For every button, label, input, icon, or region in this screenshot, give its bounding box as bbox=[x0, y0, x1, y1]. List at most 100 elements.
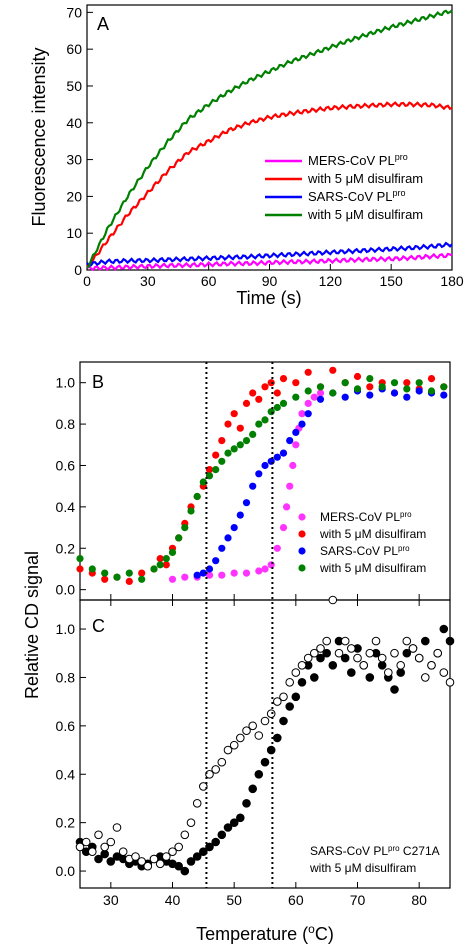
c-point-1-22 bbox=[211, 765, 220, 774]
b-point-2-10 bbox=[255, 470, 263, 478]
c-point-1-19 bbox=[192, 799, 202, 808]
b-point-0-1 bbox=[181, 573, 189, 581]
a-xtick-label-3: 90 bbox=[262, 273, 278, 289]
b-point-3-30 bbox=[316, 383, 325, 391]
c-point-0-39 bbox=[316, 653, 325, 663]
a-ytick-label-5: 50 bbox=[66, 78, 82, 94]
b-point-0-3 bbox=[205, 571, 214, 579]
b-point-2-0 bbox=[193, 571, 201, 579]
b-point-3-21 bbox=[242, 437, 251, 445]
a-ytick-label-0: 0 bbox=[74, 262, 82, 278]
b-point-3-22 bbox=[249, 430, 257, 438]
b-point-1-28 bbox=[292, 379, 300, 387]
b-point-1-8 bbox=[162, 561, 170, 569]
b-point-3-13 bbox=[193, 492, 201, 501]
c-point-1-10 bbox=[137, 857, 146, 866]
b-point-3-20 bbox=[236, 441, 244, 449]
c-point-0-53 bbox=[402, 648, 412, 658]
panel-c: C 30 40 50 60 70 80 0.0 0.2 0.4 0.6 0.8 1.0 SARS-Co… bbox=[56, 595, 455, 944]
b-point-0-14 bbox=[289, 461, 297, 470]
c-point-0-38 bbox=[310, 673, 319, 682]
b-point-1-31 bbox=[329, 366, 337, 374]
a-ytick-label-3: 30 bbox=[66, 152, 82, 168]
c-point-1-28 bbox=[248, 721, 257, 731]
c-point-0-25 bbox=[229, 818, 239, 828]
c-point-0-17 bbox=[180, 866, 190, 876]
b-point-1-16 bbox=[212, 451, 220, 459]
b-point-1-33 bbox=[353, 372, 362, 381]
b-point-3-25 bbox=[267, 408, 275, 416]
panel-b-ticks: 0.0 0.2 0.4 0.6 0.8 1.0 bbox=[56, 375, 420, 600]
b-point-1-24 bbox=[261, 383, 269, 391]
b-point-0-9 bbox=[267, 561, 275, 569]
c-point-0-35 bbox=[291, 692, 301, 702]
c-point-0-31 bbox=[266, 745, 276, 755]
panel-a-legend: MERS-CoV PLpro with 5 μM disulfiram SARS… bbox=[265, 152, 423, 222]
panel-c-annotation-line1: SARS-CoV PLpro C271A bbox=[310, 844, 440, 859]
c-point-1-54 bbox=[408, 644, 418, 653]
c-point-1-46 bbox=[359, 661, 369, 670]
b-point-3-8 bbox=[162, 555, 170, 563]
c-point-1-44 bbox=[347, 644, 356, 653]
b-ytick-label-4: 0.8 bbox=[56, 416, 76, 432]
b-point-1-22 bbox=[249, 389, 257, 397]
c-point-1-14 bbox=[162, 852, 171, 861]
a-ytick-label-1: 10 bbox=[66, 225, 82, 241]
a-series-line-3 bbox=[86, 9, 453, 269]
c-point-1-52 bbox=[396, 661, 406, 670]
c-point-0-33 bbox=[279, 716, 288, 726]
c-xtick-label-0: 30 bbox=[103, 892, 119, 908]
c-point-1-27 bbox=[242, 726, 251, 736]
c-point-1-38 bbox=[310, 648, 319, 658]
b-point-3-40 bbox=[440, 383, 448, 391]
c-point-0-51 bbox=[390, 685, 399, 694]
legend-b-sars-marker bbox=[298, 547, 306, 555]
b-point-3-35 bbox=[378, 383, 386, 391]
a-xtick-label-6: 180 bbox=[440, 273, 464, 289]
c-point-0-59 bbox=[439, 624, 449, 634]
c-point-0-19 bbox=[192, 852, 202, 861]
panel-a-label: A bbox=[97, 14, 109, 34]
b-point-3-33 bbox=[353, 385, 362, 393]
c-point-1-24 bbox=[223, 745, 233, 755]
c-point-0-44 bbox=[347, 668, 356, 677]
c-point-1-11 bbox=[143, 861, 153, 871]
c-point-0-32 bbox=[273, 733, 282, 743]
b-point-2-26 bbox=[403, 393, 411, 401]
b-point-3-17 bbox=[218, 457, 226, 465]
c-point-0-24 bbox=[223, 823, 233, 832]
b-point-3-24 bbox=[261, 416, 269, 424]
b-point-2-3 bbox=[212, 557, 220, 565]
b-point-3-4 bbox=[125, 569, 133, 577]
b-ytick-label-2: 0.4 bbox=[56, 499, 76, 515]
c-point-1-7 bbox=[118, 847, 128, 857]
c-point-0-4 bbox=[100, 849, 109, 859]
c-point-1-4 bbox=[100, 842, 109, 852]
b-point-3-9 bbox=[168, 548, 177, 557]
b-point-2-4 bbox=[218, 544, 226, 552]
b-point-2-29 bbox=[440, 391, 448, 399]
b-point-2-17 bbox=[298, 420, 306, 428]
b-point-2-14 bbox=[279, 449, 288, 457]
c-point-1-25 bbox=[229, 740, 239, 750]
c-point-0-21 bbox=[205, 842, 214, 852]
b-point-0-17 bbox=[298, 410, 306, 418]
c-point-1-29 bbox=[254, 731, 264, 740]
b-point-0-11 bbox=[279, 524, 288, 532]
b-point-2-7 bbox=[236, 511, 244, 519]
b-point-0-15 bbox=[292, 441, 300, 449]
b-point-1-15 bbox=[205, 466, 214, 474]
a-series-line-0 bbox=[86, 252, 453, 272]
c-point-1-13 bbox=[155, 859, 165, 869]
panel-c-frame bbox=[79, 599, 451, 889]
b-point-3-7 bbox=[156, 561, 164, 569]
c-point-0-5 bbox=[106, 857, 116, 866]
panel-c-annotation-line2: with 5 μM disulfiram bbox=[309, 861, 416, 875]
legend-a-mers-label: MERS-CoV PLpro bbox=[308, 152, 408, 168]
b-point-2-23 bbox=[366, 391, 374, 399]
b-point-1-20 bbox=[236, 424, 244, 432]
c-point-1-6 bbox=[112, 823, 122, 832]
b-point-2-25 bbox=[390, 389, 399, 397]
c-point-1-15 bbox=[168, 847, 177, 857]
